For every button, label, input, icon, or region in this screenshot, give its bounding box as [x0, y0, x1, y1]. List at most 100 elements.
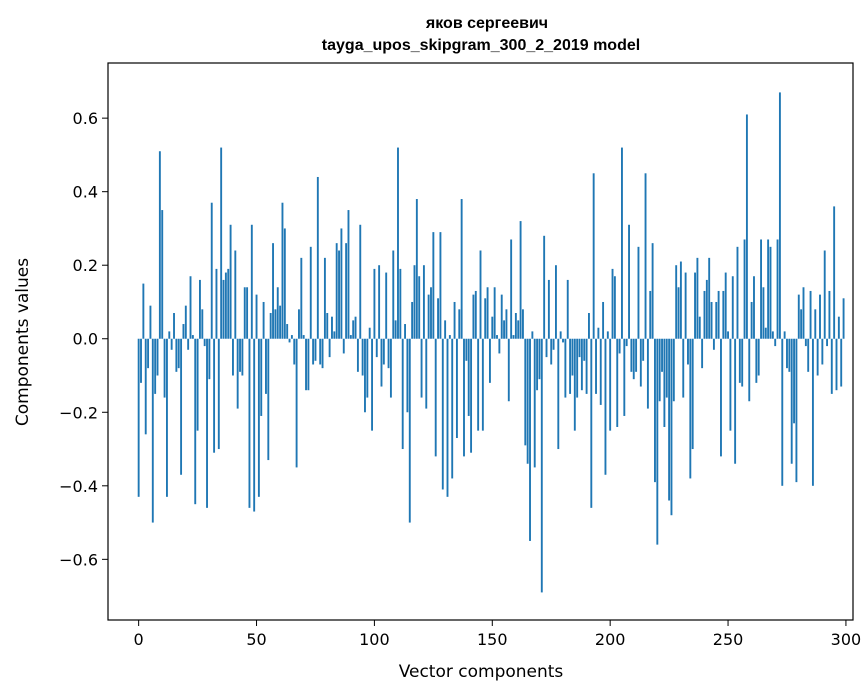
bar-153 [498, 338, 501, 354]
bar-285 [809, 290, 812, 339]
bar-110 [397, 147, 399, 339]
bar-59 [276, 287, 279, 339]
bar-145 [479, 250, 482, 339]
x-tick-label: 250 [713, 630, 744, 649]
bar-284 [807, 338, 810, 372]
bar-135 [455, 338, 458, 439]
bar-223 [663, 338, 666, 427]
bar-162 [519, 221, 522, 339]
bar-39 [229, 224, 232, 339]
bar-0 [137, 338, 140, 497]
bar-215 [644, 173, 647, 339]
bar-17 [177, 338, 180, 369]
y-tick-label: −0.6 [59, 550, 98, 569]
y-axis-ticks: −0.6 −0.4 −0.2 0.0 0.2 0.4 0.6 [59, 109, 108, 569]
bar-119 [418, 276, 421, 339]
bar-156 [505, 309, 508, 339]
bar-248 [722, 290, 725, 339]
bar-19 [182, 324, 185, 339]
bar-128 [439, 232, 442, 339]
bar-46 [246, 287, 249, 339]
bar-109 [394, 320, 397, 339]
bar-29 [206, 338, 208, 508]
bar-11 [163, 338, 166, 398]
bar-177 [555, 265, 557, 339]
bar-65 [290, 335, 293, 339]
bar-272 [778, 92, 781, 339]
bar-224 [665, 338, 668, 398]
bar-47 [248, 338, 251, 508]
bar-202 [613, 276, 616, 339]
bar-103 [380, 338, 383, 387]
bar-178 [557, 338, 560, 450]
bar-147 [484, 298, 487, 339]
bar-268 [769, 246, 772, 339]
bar-244 [712, 338, 715, 350]
bar-152 [496, 335, 498, 339]
plot-frame [107, 62, 854, 621]
bar-98 [368, 327, 371, 339]
bar-104 [382, 338, 385, 365]
bar-26 [199, 279, 201, 339]
bar-159 [512, 335, 515, 339]
bar-264 [760, 239, 762, 339]
y-tick-label: 0.4 [73, 183, 98, 202]
x-tick-label: 150 [477, 630, 508, 649]
bar-35 [220, 147, 223, 339]
bar-124 [430, 287, 432, 339]
bar-243 [710, 301, 713, 339]
bar-226 [670, 338, 673, 516]
bar-273 [781, 338, 784, 486]
bar-101 [375, 338, 378, 358]
bar-256 [741, 338, 744, 387]
bar-40 [232, 338, 234, 376]
y-tick-label: 0.0 [73, 330, 98, 349]
bar-129 [441, 338, 444, 490]
bar-232 [684, 272, 687, 339]
bar-13 [168, 331, 171, 339]
bar-138 [463, 338, 465, 457]
bar-94 [359, 224, 362, 339]
bar-61 [281, 202, 284, 339]
bar-170 [538, 338, 541, 380]
bar-167 [531, 331, 534, 339]
bar-8 [156, 338, 159, 376]
bar-14 [170, 338, 173, 350]
bar-213 [639, 338, 642, 387]
bar-166 [529, 338, 531, 541]
bar-127 [437, 298, 440, 339]
bar-139 [465, 338, 468, 361]
bar-84 [335, 243, 338, 339]
bar-283 [804, 338, 807, 347]
bar-260 [750, 301, 753, 339]
bar-201 [611, 268, 614, 339]
bar-295 [833, 206, 836, 339]
bar-66 [293, 338, 296, 365]
bar-184 [571, 338, 574, 376]
bar-290 [821, 338, 824, 365]
bar-123 [427, 294, 430, 339]
bar-96 [364, 338, 366, 413]
bar-193 [592, 173, 595, 339]
bar-41 [234, 250, 237, 339]
bar-97 [366, 338, 369, 398]
bar-25 [196, 338, 199, 431]
bar-74 [312, 338, 315, 365]
bar-210 [632, 338, 635, 380]
y-tick-label: 0.2 [73, 256, 98, 275]
bar-78 [321, 338, 324, 369]
bar-276 [788, 338, 791, 372]
x-axis-ticks: 0 50 100 150 200 250 300 [134, 620, 861, 649]
bar-240 [703, 290, 706, 339]
bar-258 [745, 114, 748, 339]
bar-282 [802, 287, 805, 339]
bar-229 [677, 287, 680, 339]
bar-299 [842, 298, 845, 339]
bar-221 [658, 338, 661, 402]
bar-171 [540, 338, 543, 593]
bar-32 [213, 338, 216, 453]
bar-234 [689, 338, 692, 479]
bar-249 [724, 272, 727, 339]
bar-125 [432, 232, 435, 339]
bar-71 [305, 338, 307, 391]
